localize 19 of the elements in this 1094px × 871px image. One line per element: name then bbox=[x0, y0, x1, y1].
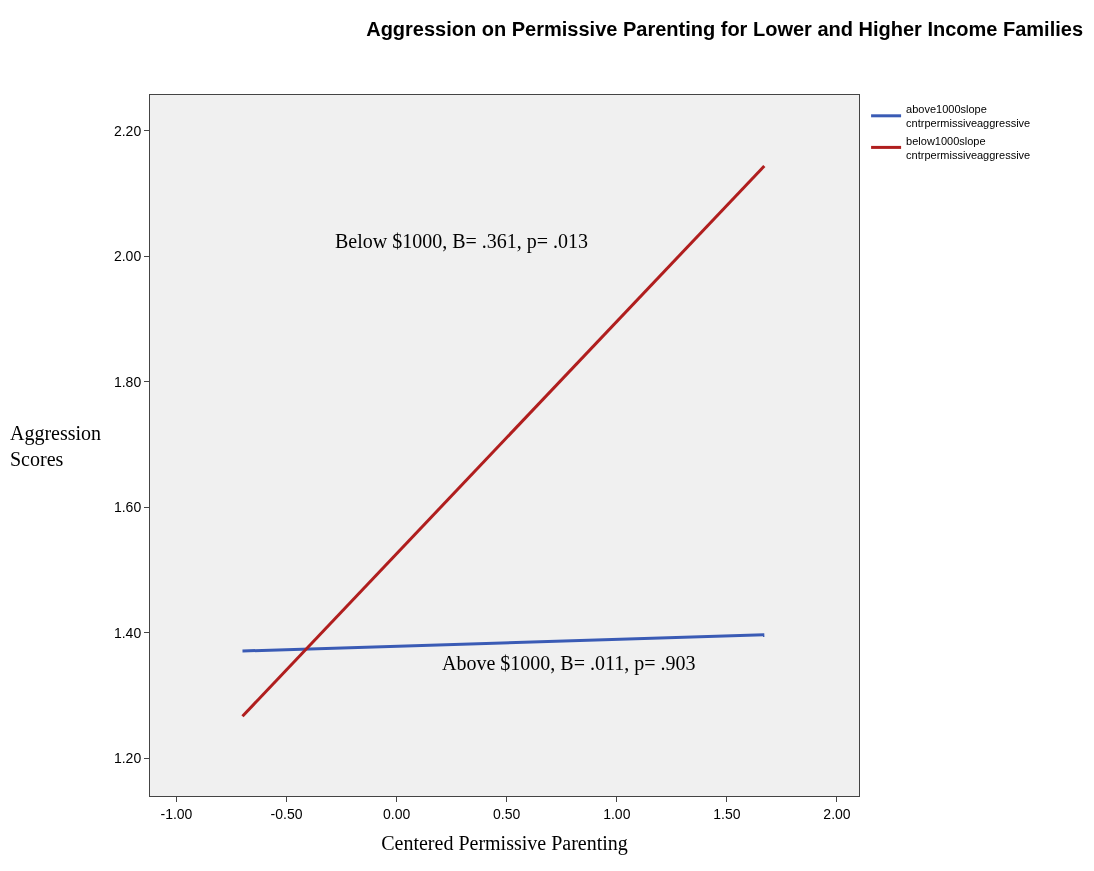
chart-title: Aggression on Permissive Parenting for Lower and Higher Income Families bbox=[366, 17, 1084, 40]
x-axis-title: Centered Permissive Parenting bbox=[381, 832, 628, 856]
y-tick-label: 1.40 bbox=[113, 624, 142, 641]
y-tick-label: 1.20 bbox=[113, 750, 142, 767]
y-tick-label: 1.80 bbox=[113, 373, 142, 390]
y-tick-label: 2.00 bbox=[113, 248, 142, 265]
x-tick-label: 0.00 bbox=[382, 805, 411, 822]
y-axis-title: Aggression Scores bbox=[10, 422, 102, 470]
annotation: Above $1000, B= .011, p= .903 bbox=[442, 652, 696, 675]
x-tick-label: 2.00 bbox=[823, 805, 851, 822]
y-tick-label: 2.20 bbox=[113, 122, 142, 139]
x-tick-label: -1.00 bbox=[160, 805, 193, 822]
x-tick-label: 1.00 bbox=[603, 805, 631, 822]
y-tick-label: 1.60 bbox=[113, 499, 142, 516]
x-tick-label: 0.50 bbox=[493, 805, 521, 822]
annotation: Below $1000, B= .361, p= .013 bbox=[335, 230, 589, 253]
x-tick-label: -0.50 bbox=[270, 805, 303, 822]
legend-label: below1000slope cntrpermissiveaggressive bbox=[906, 134, 1031, 161]
x-tick-label: 1.50 bbox=[713, 805, 741, 822]
